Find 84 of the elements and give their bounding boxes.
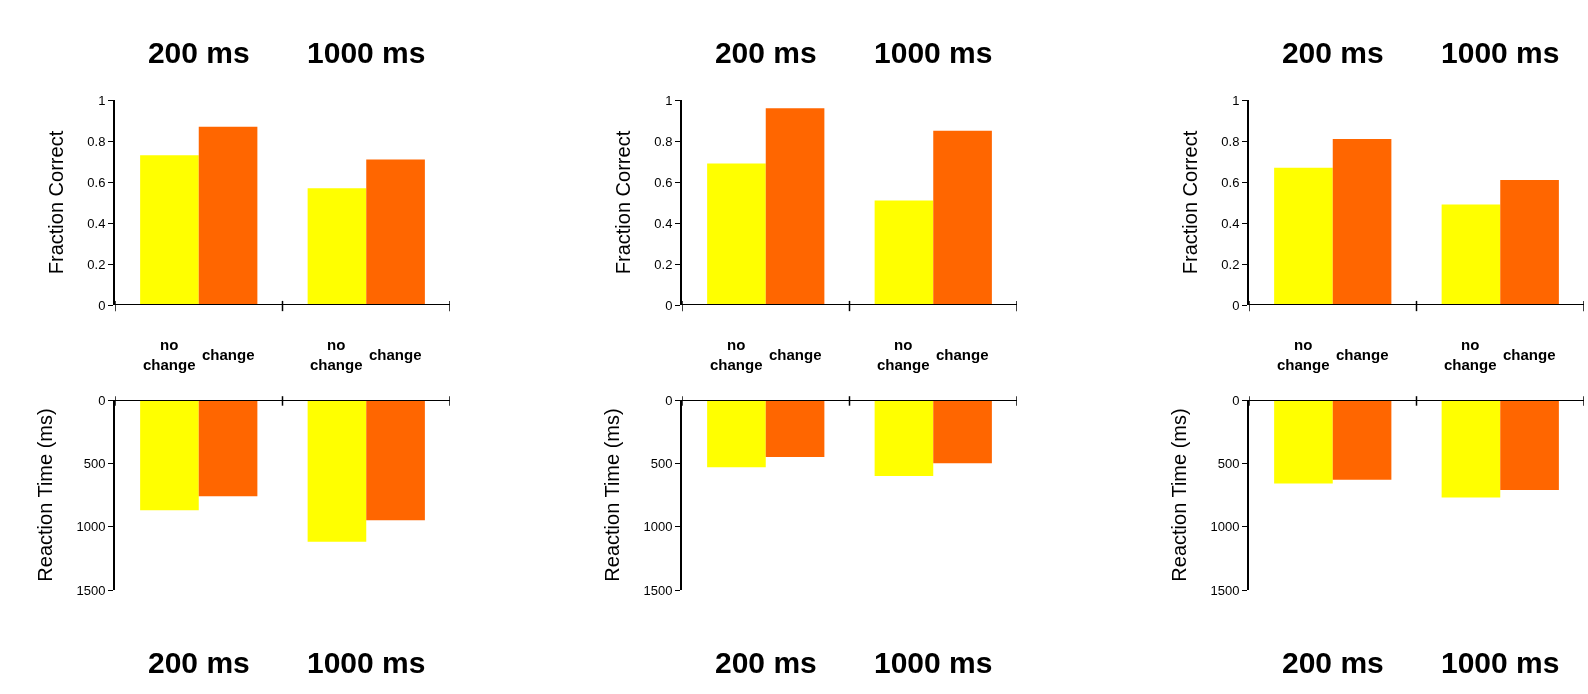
text: no change xyxy=(143,336,196,373)
y-tick-label: 500 xyxy=(83,455,106,471)
bar xyxy=(765,400,825,457)
text: 1000 ms xyxy=(874,646,993,679)
bar xyxy=(874,200,934,305)
y-tick-label: 0.2 xyxy=(87,256,106,272)
text: change xyxy=(1336,346,1389,363)
x-tick-label: 200 ms xyxy=(147,36,250,69)
bar xyxy=(707,400,766,468)
bar xyxy=(198,400,258,497)
text: no change xyxy=(877,336,930,373)
bar xyxy=(140,400,199,511)
y-tick-label: 0 xyxy=(98,392,106,408)
y-axis-title: Fraction Correct xyxy=(1179,130,1202,275)
y-tick-label: 500 xyxy=(650,455,673,471)
y-tick-label: 0.4 xyxy=(654,215,673,231)
text: 200 ms xyxy=(148,646,250,679)
y-tick-label: 1500 xyxy=(643,582,673,598)
y-tick-label: 500 xyxy=(1217,455,1240,471)
text: no change xyxy=(1444,336,1497,373)
y-tick-label: 1 xyxy=(1232,92,1240,108)
text: no change xyxy=(310,336,363,373)
bar xyxy=(1441,204,1501,305)
y-tick-label: 0.6 xyxy=(1221,174,1240,190)
y-tick-label: 0.2 xyxy=(1221,256,1240,272)
bar xyxy=(307,400,367,542)
text: no change xyxy=(1277,336,1330,373)
bar xyxy=(1274,400,1333,484)
y-tick-label: 0.8 xyxy=(654,133,673,149)
y-tick-label: 1000 xyxy=(1210,519,1240,535)
y-axis-title: Reaction Time (ms) xyxy=(601,408,624,582)
bar xyxy=(933,130,992,305)
x-tick-label: 200 ms xyxy=(1281,36,1384,69)
y-tick-label: 0.4 xyxy=(1221,215,1240,231)
x-tick-label: 1000 ms xyxy=(874,36,993,69)
y-tick-label: 1500 xyxy=(76,582,106,598)
y-tick-label: 1 xyxy=(665,92,673,108)
y-axis-title: Fraction Correct xyxy=(612,130,635,275)
bar xyxy=(140,155,199,305)
text: 200 ms xyxy=(1282,646,1384,679)
text: no change xyxy=(710,336,763,373)
y-tick-label: 0 xyxy=(1232,297,1240,313)
bar xyxy=(765,108,825,305)
text: change xyxy=(202,346,255,363)
text: 200 ms xyxy=(715,646,817,679)
bar xyxy=(1332,138,1392,305)
text: change xyxy=(769,346,822,363)
bar xyxy=(1332,400,1392,480)
y-tick-label: 1500 xyxy=(1210,582,1240,598)
y-axis-title: Fraction Correct xyxy=(45,130,68,275)
y-axis-title: Reaction Time (ms) xyxy=(1168,408,1191,582)
text: 1000 ms xyxy=(1441,646,1560,679)
text: change xyxy=(369,346,422,363)
bar xyxy=(1441,400,1501,498)
bar xyxy=(307,188,367,305)
y-tick-label: 1000 xyxy=(76,519,106,535)
y-tick-label: 0.2 xyxy=(654,256,673,272)
text: change xyxy=(1503,346,1556,363)
bar xyxy=(366,159,425,305)
x-tick-label: 200 ms xyxy=(714,36,817,69)
y-tick-label: 0 xyxy=(1232,392,1240,408)
x-tick-label: 1000 ms xyxy=(307,36,426,69)
bar xyxy=(1500,400,1559,490)
y-tick-label: 0 xyxy=(665,392,673,408)
y-tick-label: 0.6 xyxy=(87,174,106,190)
text: 1000 ms xyxy=(307,646,426,679)
x-tick-label: 1000 ms xyxy=(1441,36,1560,69)
y-tick-label: 0.6 xyxy=(654,174,673,190)
y-tick-label: 0 xyxy=(665,297,673,313)
bar xyxy=(198,126,258,305)
y-tick-label: 0.4 xyxy=(87,215,106,231)
bar xyxy=(707,163,766,305)
bar xyxy=(1274,167,1333,305)
bar xyxy=(366,400,425,521)
y-tick-label: 0 xyxy=(98,297,106,313)
bar xyxy=(933,400,992,464)
y-tick-label: 1000 xyxy=(643,519,673,535)
text: change xyxy=(936,346,989,363)
y-tick-label: 1 xyxy=(98,92,106,108)
y-tick-label: 0.8 xyxy=(87,133,106,149)
y-axis-title: Reaction Time (ms) xyxy=(34,408,57,582)
bar xyxy=(1500,179,1559,305)
bar xyxy=(874,400,934,476)
y-tick-label: 0.8 xyxy=(1221,133,1240,149)
